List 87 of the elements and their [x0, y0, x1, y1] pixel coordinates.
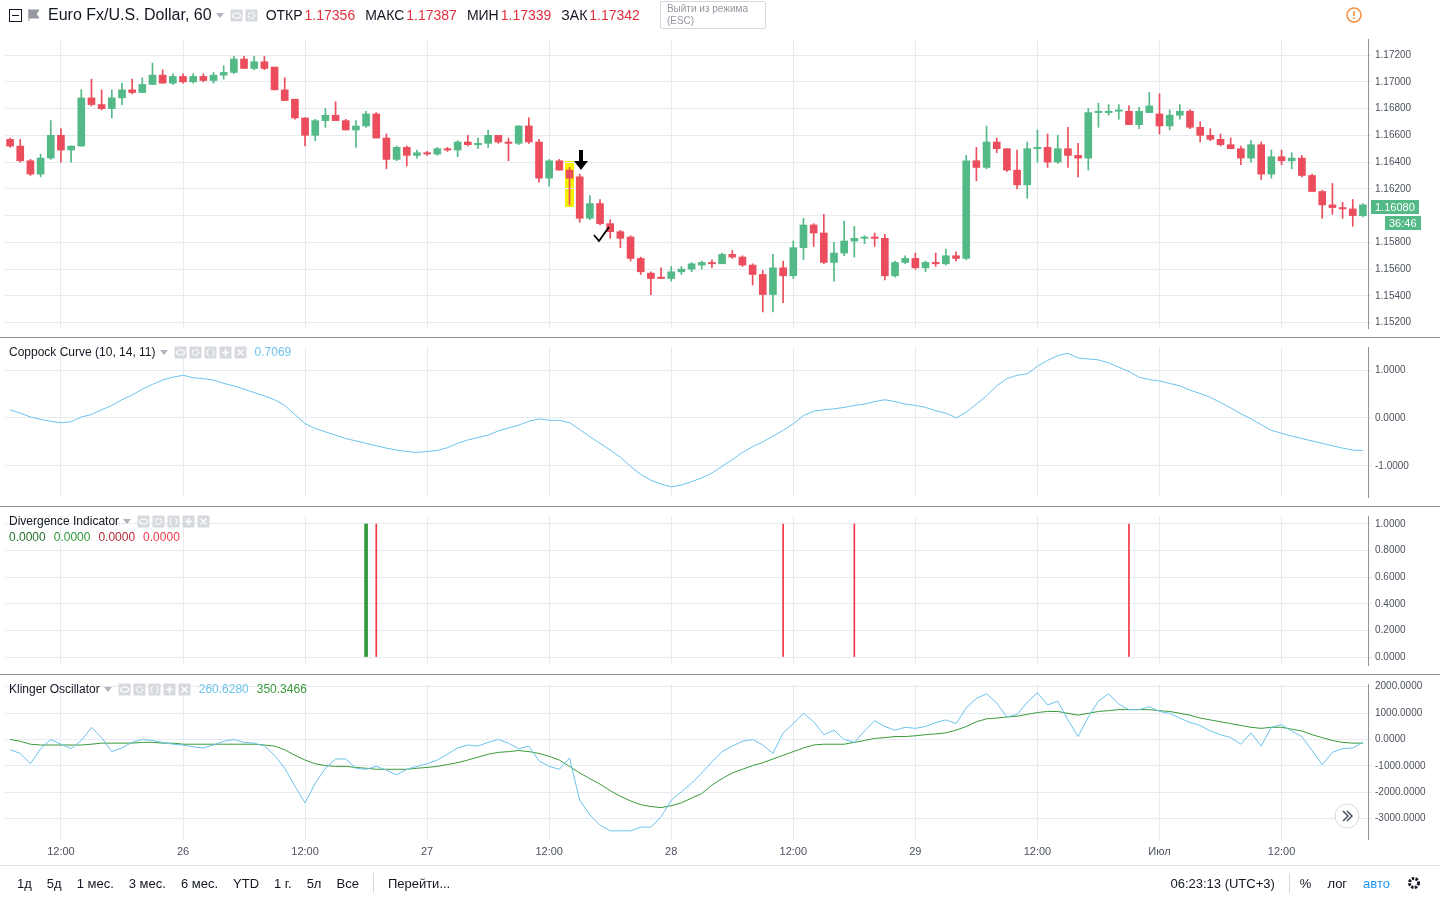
- candlestick: [219, 65, 228, 80]
- text: 06:23:13 (UTC+3): [1170, 875, 1275, 891]
- text: МИН: [466, 7, 499, 23]
- x-tick-label: 26: [176, 845, 190, 858]
- text: 1.17356: [304, 7, 356, 23]
- x-tick-label: 29: [909, 845, 922, 858]
- candlestick: [931, 252, 940, 267]
- candlestick: [1064, 126, 1072, 168]
- y-tick-label: 1.0000: [1375, 517, 1407, 529]
- text: %: [1299, 875, 1312, 891]
- candlestick: [657, 267, 665, 279]
- text: лог: [1327, 875, 1348, 891]
- y-tick-label: 0.0000: [1375, 411, 1407, 423]
- text: 1 мес.: [76, 875, 114, 891]
- candlestick: [870, 232, 879, 247]
- candlestick: [830, 242, 838, 282]
- y-tick-label: -1.0000: [1375, 459, 1410, 471]
- annotation: 0.0000: [9, 530, 46, 544]
- y-tick-label: 1.15400: [1375, 289, 1412, 301]
- y-tick-label: 0.8000: [1375, 544, 1407, 556]
- annotation: 0.7069: [254, 345, 292, 359]
- x-tick-label: 12:00: [47, 845, 75, 858]
- text: 3 мес.: [128, 875, 166, 891]
- y-tick-label: -3000.0000: [1375, 812, 1427, 824]
- text: 1.17387: [406, 7, 457, 23]
- chart-title: Klinger Oscillator: [9, 682, 100, 696]
- y-tick-label: 0.6000: [1375, 570, 1407, 582]
- y-tick-label: 0.0000: [1375, 650, 1407, 662]
- text: ЗАК: [561, 7, 588, 23]
- y-tick-label: 0.4000: [1375, 597, 1407, 609]
- text: авто: [1363, 875, 1390, 891]
- y-tick-label: 1.15200: [1375, 316, 1412, 328]
- candlestick: [1114, 104, 1123, 120]
- chart-title: Divergence Indicator: [9, 514, 120, 528]
- text: ОТКР: [265, 7, 303, 23]
- text: 36:46: [1385, 216, 1421, 230]
- candlestick: [1348, 199, 1357, 227]
- y-tick-label: 1.16400: [1375, 155, 1412, 167]
- y-tick-label: 0.0000: [1375, 733, 1407, 745]
- text: 1.17339: [500, 7, 552, 23]
- y-tick-label: 1.15600: [1375, 262, 1412, 274]
- y-tick-label: -1000.0000: [1375, 759, 1427, 771]
- x-tick-label: 28: [665, 845, 678, 858]
- candlestick: [128, 78, 136, 95]
- annotation: 350.3466: [256, 682, 307, 696]
- annotation: 0.0000: [53, 530, 91, 544]
- x-tick-label: 12:00: [535, 845, 563, 858]
- text: Все: [336, 875, 359, 891]
- annotation: 0.0000: [98, 530, 136, 544]
- y-tick-label: 1.16600: [1375, 129, 1412, 141]
- text: 5л: [306, 875, 322, 891]
- text: МАКС: [365, 7, 405, 23]
- y-tick-label: 1.17200: [1375, 48, 1412, 60]
- annotation: 260.6280: [198, 682, 249, 696]
- y-tick-label: 2000.0000: [1375, 680, 1423, 692]
- candlestick: [1074, 143, 1082, 178]
- candlestick: [708, 259, 716, 269]
- text: 5д: [46, 875, 62, 891]
- y-tick-label: 1.15800: [1375, 236, 1412, 248]
- y-tick-label: 1.16200: [1375, 182, 1412, 194]
- x-tick-label: Июл: [1148, 845, 1171, 858]
- candlestick: [1287, 152, 1296, 170]
- candlestick: [474, 137, 482, 150]
- text: Перейти...: [387, 875, 451, 891]
- text: Выйти из режима (ESC): [659, 1, 766, 29]
- text: 1д: [17, 875, 32, 891]
- y-tick-label: -2000.0000: [1375, 786, 1427, 798]
- candlestick: [779, 260, 787, 303]
- annotation: 0.0000: [143, 530, 180, 544]
- y-tick-label: 1.0000: [1375, 363, 1407, 375]
- x-tick-label: 12:00: [1023, 845, 1052, 858]
- text: 6 мес.: [180, 875, 219, 891]
- y-tick-label: 1000.0000: [1375, 706, 1423, 718]
- text: YTD: [233, 875, 260, 891]
- text: 1 г.: [274, 875, 292, 891]
- x-tick-label: 12:00: [779, 845, 808, 858]
- text: 1.16080: [1371, 200, 1419, 214]
- x-tick-label: 12:00: [1267, 845, 1296, 858]
- x-tick-label: 12:00: [291, 845, 319, 858]
- x-tick-label: 27: [421, 845, 434, 858]
- chart-title: Coppock Curve (10, 14, 11): [9, 345, 156, 359]
- candlestick: [647, 271, 655, 295]
- y-tick-label: 1.17000: [1375, 75, 1412, 87]
- y-tick-label: 1.16800: [1375, 102, 1412, 114]
- text: 1.17342: [589, 7, 640, 23]
- chart-title: Euro Fx/U.S. Dollar, 60: [48, 6, 212, 24]
- y-tick-label: 0.2000: [1375, 624, 1407, 636]
